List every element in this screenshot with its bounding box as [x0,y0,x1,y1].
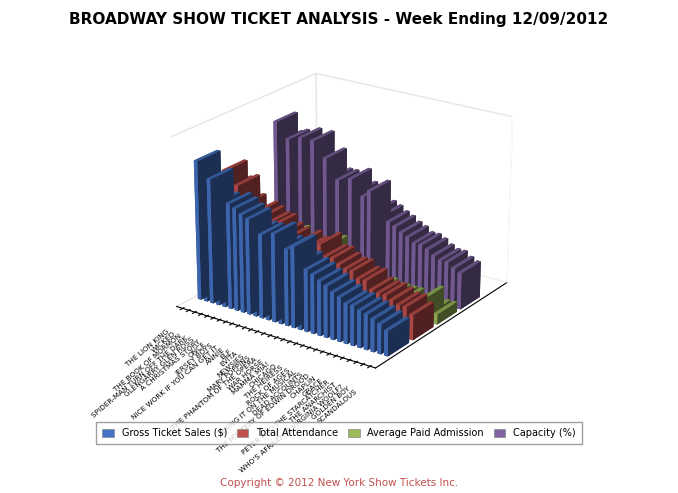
Text: BROADWAY SHOW TICKET ANALYSIS - Week Ending 12/09/2012: BROADWAY SHOW TICKET ANALYSIS - Week End… [69,12,609,27]
Legend: Gross Ticket Sales ($), Total Attendance, Average Paid Admission, Capacity (%): Gross Ticket Sales ($), Total Attendance… [96,422,582,444]
Text: Copyright © 2012 New York Show Tickets Inc.: Copyright © 2012 New York Show Tickets I… [220,478,458,488]
